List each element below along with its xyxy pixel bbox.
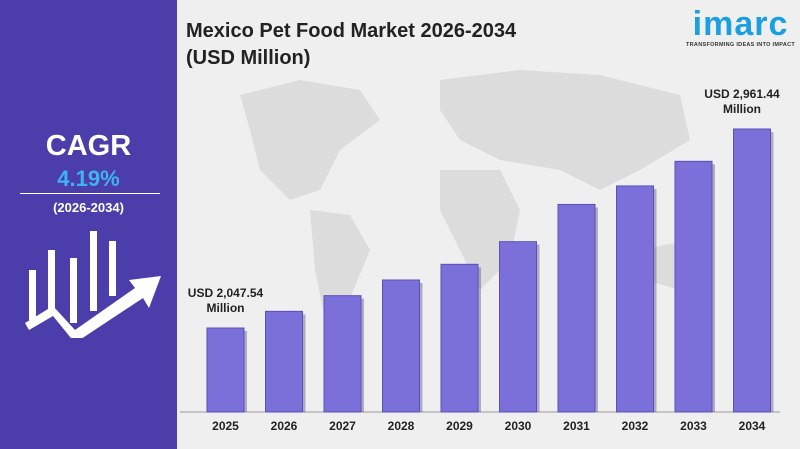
x-tick-2028: 2028	[388, 419, 415, 433]
x-tick-2034: 2034	[739, 419, 766, 433]
chart-title: Mexico Pet Food Market 2026-2034 (USD Mi…	[186, 18, 516, 72]
cagr-panel: CAGR 4.19% (2026-2034)	[0, 0, 177, 449]
bar-2026	[265, 310, 303, 413]
x-tick-2032: 2032	[622, 419, 649, 433]
logo-word: imarc	[692, 5, 789, 43]
data-label-unit-2034: Million	[723, 102, 761, 116]
imarc-logo: imarc TRANSFORMING IDEAS INTO IMPACT	[686, 6, 795, 48]
divider	[20, 193, 160, 194]
x-tick-2026: 2026	[271, 419, 298, 433]
cagr-period: (2026-2034)	[53, 200, 124, 215]
title-line-2: (USD Million)	[186, 47, 311, 69]
cagr-label: CAGR	[45, 130, 132, 162]
bar-2030	[499, 241, 537, 413]
x-tick-2025: 2025	[212, 419, 239, 433]
data-label-2025: USD 2,047.54	[188, 286, 264, 300]
data-label-unit-2025: Million	[207, 301, 245, 315]
growth-chart-icon	[25, 231, 161, 338]
bar-2028	[382, 279, 420, 413]
cagr-value: 4.19%	[57, 166, 120, 191]
x-tick-2030: 2030	[505, 419, 532, 433]
data-label-2034: USD 2,961.44	[704, 87, 780, 101]
bar-2027	[323, 295, 362, 413]
x-tick-2027: 2027	[329, 419, 356, 433]
bar-2032	[616, 185, 654, 413]
x-tick-2031: 2031	[563, 419, 590, 433]
bar-2031	[557, 203, 596, 413]
title-line-1: Mexico Pet Food Market 2026-2034	[186, 20, 517, 42]
bar-2025	[206, 327, 245, 413]
x-tick-2029: 2029	[446, 419, 473, 433]
bar-2033	[674, 160, 713, 413]
logo-tagline: TRANSFORMING IDEAS INTO IMPACT	[686, 42, 796, 48]
x-tick-2033: 2033	[680, 419, 707, 433]
bar-2029	[440, 263, 479, 413]
bar-2034	[733, 128, 771, 413]
